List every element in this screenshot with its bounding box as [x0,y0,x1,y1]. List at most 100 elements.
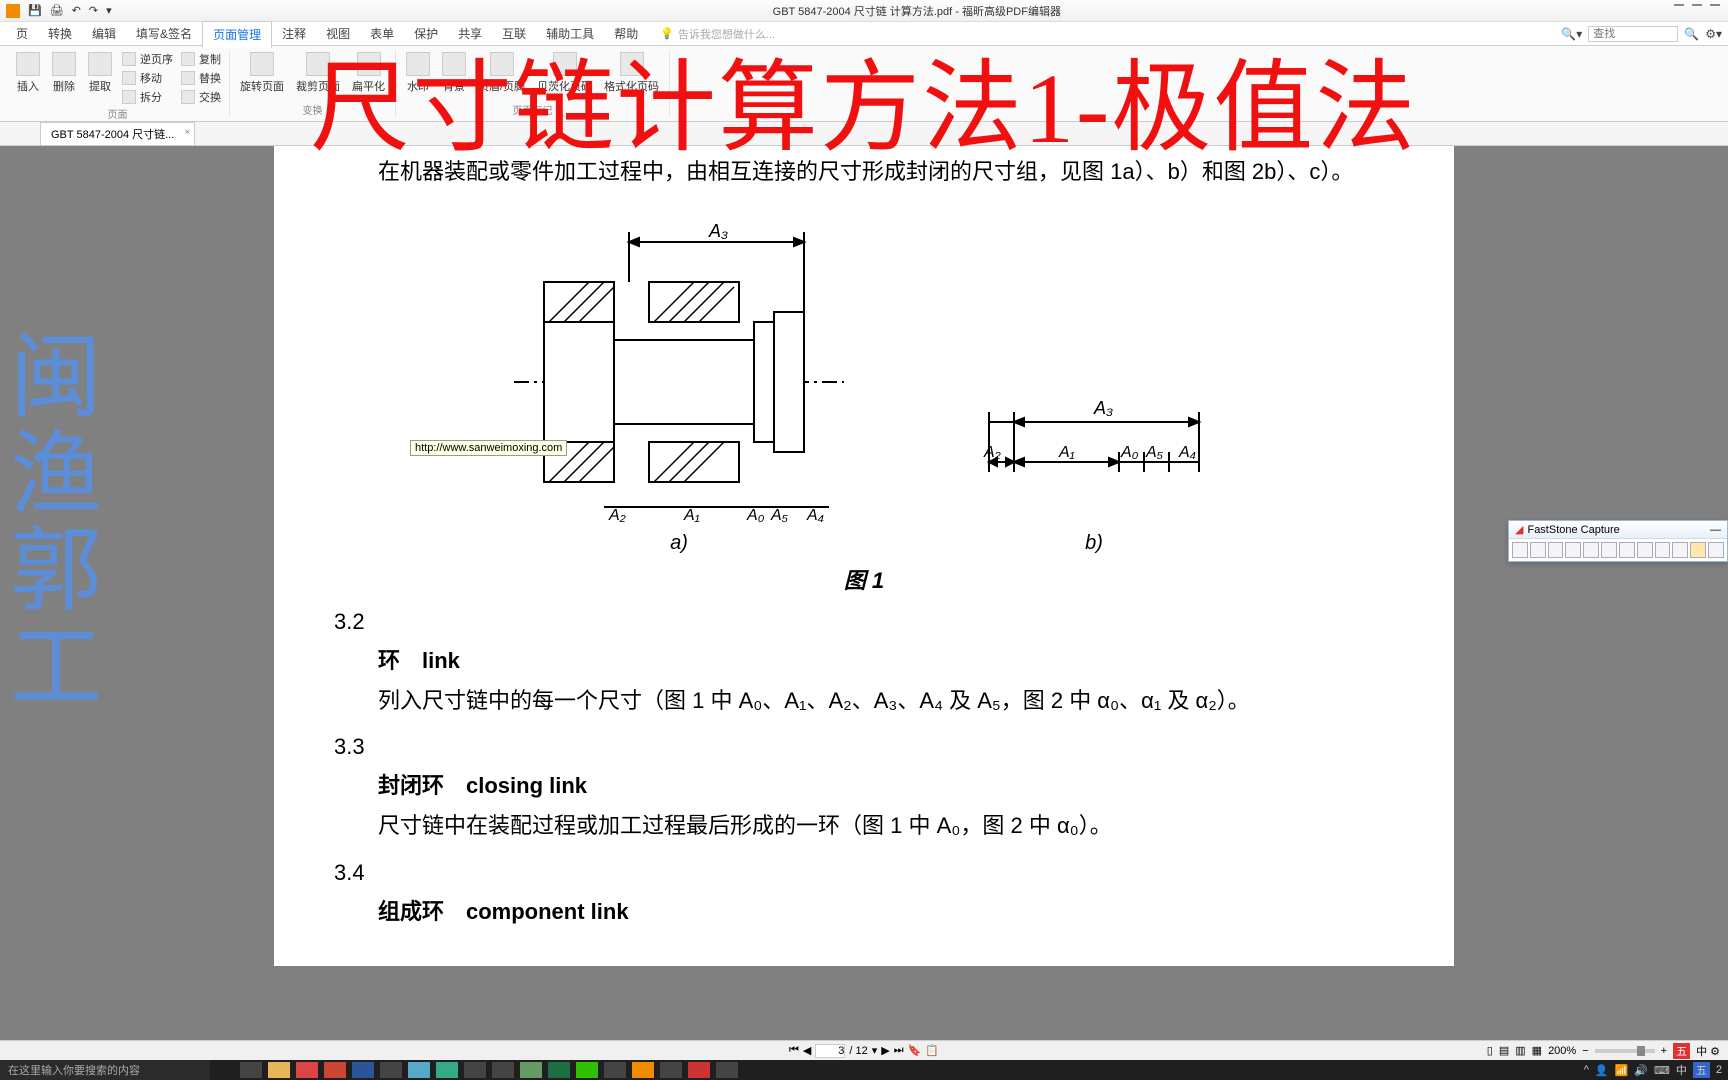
faststone-minimize-icon[interactable]: — [1710,524,1721,536]
tb-app3[interactable] [464,1062,486,1078]
redo-icon[interactable]: ↷ [89,4,98,17]
fs-settings[interactable] [1708,542,1724,558]
fs-capture-rect[interactable] [1565,542,1581,558]
fs-output[interactable] [1690,542,1706,558]
tb-app8[interactable] [688,1062,710,1078]
tray-volume-icon[interactable]: 🔊 [1634,1064,1648,1077]
tab-pagemgmt[interactable]: 页面管理 [202,21,272,48]
ime-indicator[interactable]: 五 [1673,1043,1690,1059]
fs-capture-active[interactable] [1512,542,1528,558]
faststone-titlebar[interactable]: ◢ FastStone Capture — [1509,521,1727,539]
tb-wechat[interactable] [576,1062,598,1078]
overlay-title-red: 尺寸链计算方法1-极值法 [310,26,1417,171]
print-icon[interactable]: 🖨 [50,4,64,17]
tb-foxit[interactable] [632,1062,654,1078]
search-options-icon[interactable]: ⚙▾ [1705,27,1722,41]
fs-capture-fixed[interactable] [1637,542,1653,558]
svg-text:A₂: A₂ [608,507,626,522]
tb-opera[interactable] [296,1062,318,1078]
fs-record[interactable] [1655,542,1671,558]
search-dropdown-icon[interactable]: 🔍▾ [1561,27,1582,41]
replace-button[interactable]: 替换 [179,69,223,87]
zoom-slider[interactable] [1595,1049,1655,1053]
tb-app9[interactable] [716,1062,738,1078]
faststone-window[interactable]: ◢ FastStone Capture — [1508,520,1728,562]
tray-network-icon[interactable]: 📶 [1615,1064,1629,1077]
window-controls[interactable] [1672,2,1722,8]
svg-text:A₃: A₃ [1093,398,1113,418]
tb-word[interactable] [352,1062,374,1078]
split-button[interactable]: 拆分 [120,88,175,106]
undo-icon[interactable]: ↶ [72,4,81,17]
section-3-2-body: 列入尺寸链中的每一个尺寸（图 1 中 A₀、A₁、A₂、A₃、A₄ 及 A₅，图… [334,681,1394,721]
delete-button[interactable]: 删除 [48,50,80,96]
fs-capture-object[interactable] [1548,542,1564,558]
tb-powerpoint[interactable] [324,1062,346,1078]
zoom-level[interactable]: 200% [1548,1045,1576,1057]
page-total: / 12 [849,1045,867,1057]
fs-delay[interactable] [1672,542,1688,558]
tb-edge[interactable] [436,1062,458,1078]
rotate-button[interactable]: 旋转页面 [236,50,288,96]
fs-capture-full[interactable] [1601,542,1617,558]
tray-lang[interactable]: 中 [1676,1062,1687,1078]
tray-ime-icon[interactable]: ⌨ [1654,1064,1670,1077]
copy-page-icon[interactable]: 📋 [925,1044,939,1057]
tb-app6[interactable] [604,1062,626,1078]
search-input[interactable] [1588,26,1678,42]
ime-lang[interactable]: 中 ⚙ [1696,1043,1720,1059]
svg-text:A₂: A₂ [983,444,1001,461]
tb-app5[interactable] [520,1062,542,1078]
tb-app7[interactable] [660,1062,682,1078]
tab-edit[interactable]: 编辑 [82,21,126,46]
tb-app1[interactable] [380,1062,402,1078]
fs-capture-window[interactable] [1530,542,1546,558]
section-3-4-term: 组成环 component link [378,894,1394,926]
view-continuous-icon[interactable]: ▤ [1499,1044,1509,1057]
last-page-icon[interactable]: ⏭ [894,1044,904,1057]
view-single-icon[interactable]: ▯ [1487,1044,1493,1057]
insert-button[interactable]: 插入 [12,50,44,96]
view-facing-icon[interactable]: ▥ [1515,1044,1525,1057]
content-area: 在机器装配或零件加工过程中，由相互连接的尺寸形成封闭的尺寸组，见图 1a）、b）… [0,146,1728,1040]
next-page-icon[interactable]: ▶ [881,1044,889,1057]
first-page-icon[interactable]: ⏮ [789,1044,799,1057]
tab-convert[interactable]: 转换 [38,21,82,46]
document-tab[interactable]: GBT 5847-2004 尺寸链... × [40,122,195,145]
move-button[interactable]: 移动 [120,69,175,87]
tb-excel[interactable] [548,1062,570,1078]
pdf-page: 在机器装配或零件加工过程中，由相互连接的尺寸形成封闭的尺寸组，见图 1a）、b）… [274,146,1454,966]
tb-explorer[interactable] [268,1062,290,1078]
tab-fillsign[interactable]: 填写&签名 [126,21,202,46]
tb-taskview[interactable] [240,1062,262,1078]
zoom-out-icon[interactable]: − [1582,1045,1588,1057]
tb-app4[interactable] [492,1062,514,1078]
tray-up-icon[interactable]: ^ [1584,1064,1589,1076]
section-3-4-num: 3.4 [334,860,1394,886]
taskbar-search[interactable]: 在这里输入你要搜索的内容 [0,1060,210,1080]
page-input[interactable] [815,1044,845,1058]
tb-app2[interactable] [408,1062,430,1078]
overlay-watermark-blue: 闽渔郭工 [10,330,102,716]
tab-page[interactable]: 页 [6,21,38,46]
prev-page-icon[interactable]: ◀ [803,1044,811,1057]
close-tab-icon[interactable]: × [184,127,190,138]
bookmark-icon[interactable]: 🔖 [908,1044,922,1057]
fs-capture-freehand[interactable] [1583,542,1599,558]
copy-button[interactable]: 复制 [179,50,223,68]
diagram-a: A₃ A₂ A₁ A₀ A₅ A₄ a) [509,222,849,555]
reverse-button[interactable]: 逆页序 [120,50,175,68]
svg-text:A₄: A₄ [806,507,824,522]
view-cover-icon[interactable]: ▦ [1532,1044,1542,1057]
tray-ime2[interactable]: 五 [1693,1062,1710,1078]
extract-button[interactable]: 提取 [84,50,116,96]
page-dropdown-icon[interactable]: ▾ [872,1044,878,1057]
status-bar: ⏮ ◀ / 12 ▾ ▶ ⏭ 🔖 📋 ▯ ▤ ▥ ▦ 200% − + 五 中 … [0,1040,1728,1060]
search-go-icon[interactable]: 🔍 [1684,27,1699,41]
tray-clock[interactable]: 2 [1716,1064,1722,1076]
save-icon[interactable]: 💾 [28,4,42,17]
swap-button[interactable]: 交换 [179,88,223,106]
fs-capture-scroll[interactable] [1619,542,1635,558]
zoom-in-icon[interactable]: + [1661,1045,1667,1057]
tray-user-icon[interactable]: 👤 [1595,1064,1609,1077]
